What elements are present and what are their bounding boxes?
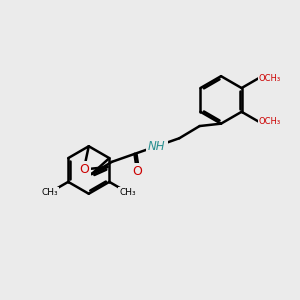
Text: CH₃: CH₃ <box>41 188 58 197</box>
Text: OCH₃: OCH₃ <box>259 74 281 83</box>
Text: CH₃: CH₃ <box>119 188 136 197</box>
Text: O: O <box>132 165 142 178</box>
Text: NH: NH <box>148 140 166 153</box>
Text: O: O <box>79 163 89 176</box>
Text: OCH₃: OCH₃ <box>259 117 281 126</box>
